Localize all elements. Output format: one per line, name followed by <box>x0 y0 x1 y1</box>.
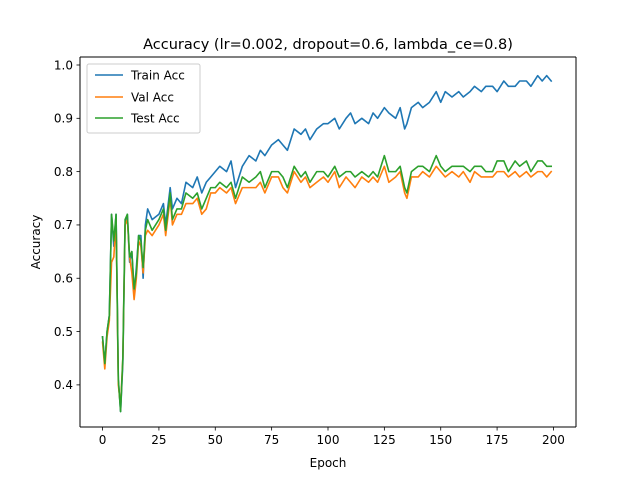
y-tick-label: 0.8 <box>54 165 73 179</box>
x-tick-label: 100 <box>317 433 340 447</box>
y-axis-ticks: 0.4 0.5 0.6 0.7 0.8 0.9 1.0 <box>54 58 80 392</box>
legend: Train Acc Val Acc Test Acc <box>86 63 201 134</box>
x-axis-label: Epoch <box>310 456 347 470</box>
x-tick-label: 200 <box>542 433 565 447</box>
y-tick-label: 0.9 <box>54 112 73 126</box>
chart-title: Accuracy (lr=0.002, dropout=0.6, lambda_… <box>143 37 513 53</box>
plot-frame <box>79 56 577 428</box>
x-tick-label: 150 <box>429 433 452 447</box>
y-tick-label: 1.0 <box>54 58 73 72</box>
x-tick-label: 50 <box>208 433 223 447</box>
series-line-test-acc <box>101 154 552 413</box>
legend-box <box>86 63 201 134</box>
x-tick-label: 125 <box>373 433 396 447</box>
y-tick-label: 0.5 <box>54 325 73 339</box>
x-axis-ticks: 0 25 50 75 100 125 150 175 200 <box>99 427 565 447</box>
legend-label-train-acc: Train Acc <box>130 69 185 83</box>
x-tick-label: 0 <box>99 433 107 447</box>
series-layer <box>101 74 553 413</box>
y-axis-label: Accuracy <box>29 215 43 270</box>
x-tick-label: 75 <box>264 433 279 447</box>
legend-label-test-acc: Test Acc <box>130 112 180 126</box>
y-tick-label: 0.7 <box>54 218 73 232</box>
legend-label-val-acc: Val Acc <box>131 91 174 105</box>
x-tick-label: 175 <box>486 433 509 447</box>
y-tick-label: 0.6 <box>54 272 73 286</box>
x-tick-label: 25 <box>151 433 166 447</box>
y-tick-label: 0.4 <box>54 378 73 392</box>
